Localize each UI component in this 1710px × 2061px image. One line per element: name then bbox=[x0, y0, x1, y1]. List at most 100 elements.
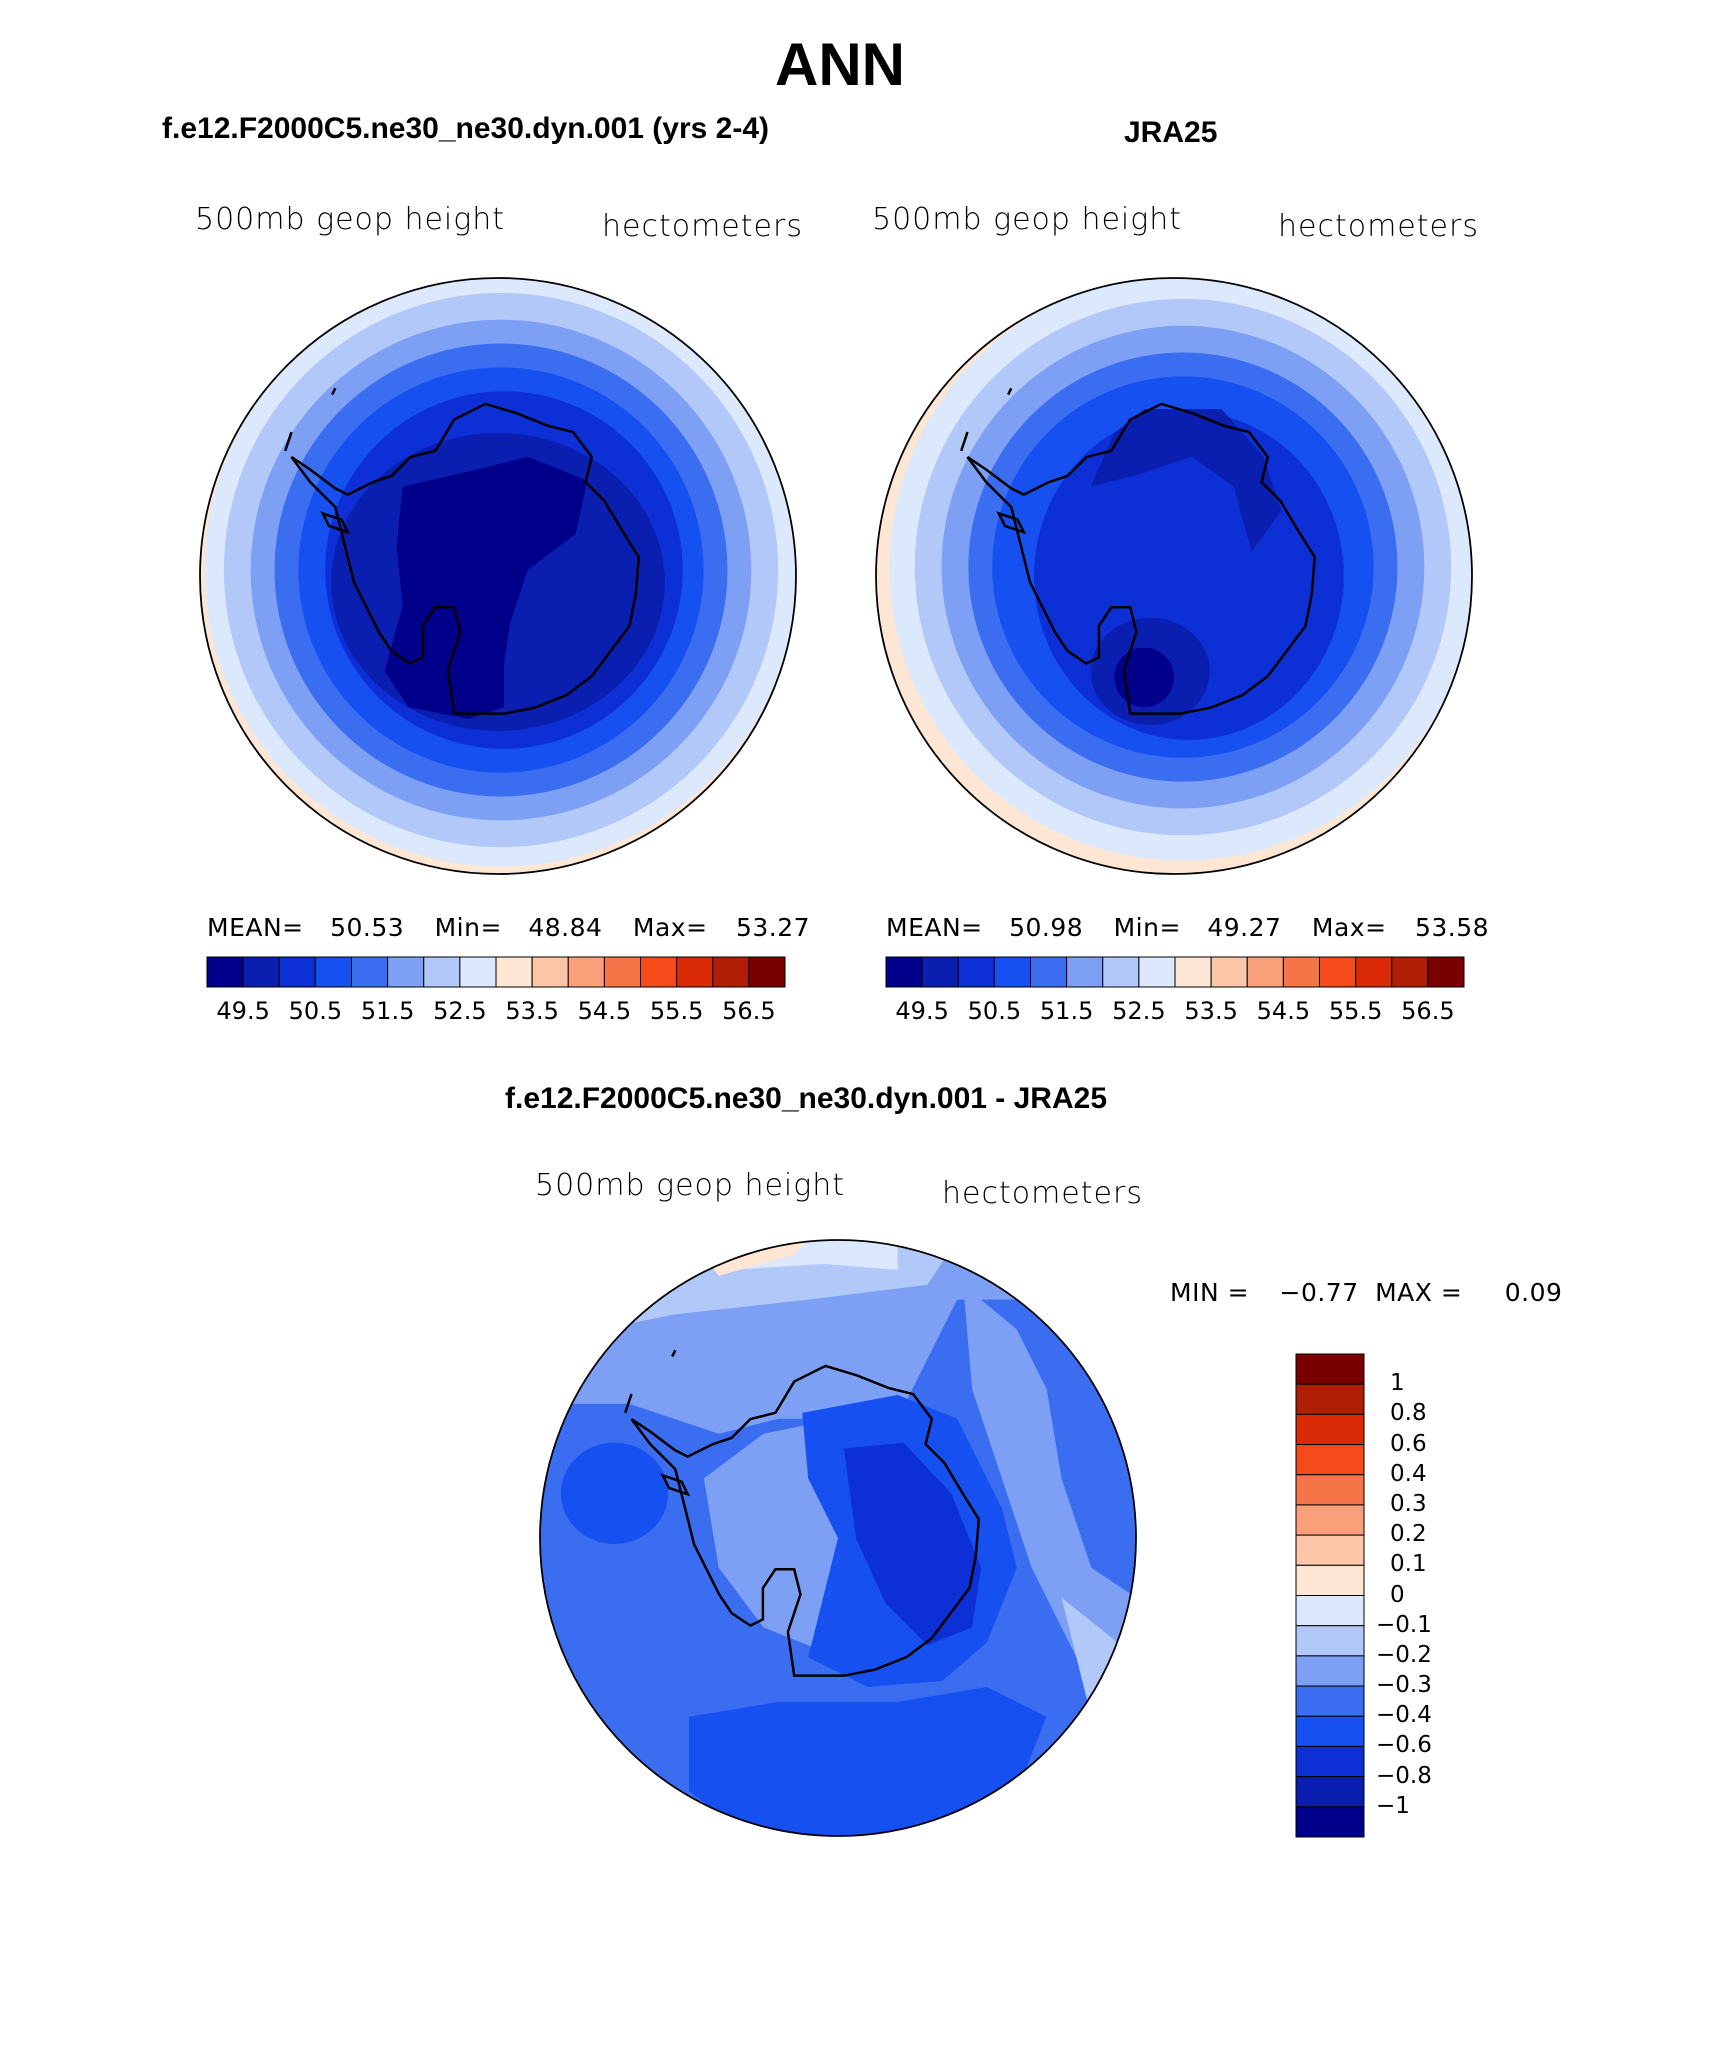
colorbar-swatch bbox=[1295, 1776, 1365, 1808]
colorbar-tick-label: 50.5 bbox=[288, 997, 343, 1025]
colorbar-tick-label: 0.2 bbox=[1390, 1521, 1427, 1548]
diff-max-label: MAX = bbox=[1375, 1278, 1463, 1307]
colorbar-tick-label: 51.5 bbox=[360, 997, 415, 1025]
contour-band bbox=[1090, 409, 1282, 553]
panel2-variable: 500mb geop height bbox=[872, 202, 1183, 237]
colorbar-swatch bbox=[603, 956, 641, 988]
colorbar-tick-label: 49.5 bbox=[895, 997, 949, 1025]
colorbar-tick-label: 53.5 bbox=[505, 997, 559, 1025]
panel1-colorbar bbox=[206, 956, 786, 988]
colorbar-tick-label: 50.5 bbox=[967, 997, 1022, 1025]
colorbar-swatch bbox=[1210, 956, 1248, 988]
colorbar-swatch bbox=[993, 956, 1031, 988]
colorbar-swatch bbox=[1030, 956, 1068, 988]
colorbar-swatch bbox=[1246, 956, 1284, 988]
diff-minmax: MIN = −0.77 MAX = 0.09 bbox=[1170, 1278, 1562, 1307]
colorbar-tick-label: 0.8 bbox=[1390, 1400, 1427, 1427]
panel1-min: 48.84 bbox=[528, 913, 603, 942]
colorbar-swatch bbox=[1066, 956, 1104, 988]
panel1-max-label: Max= bbox=[632, 913, 708, 942]
colorbar-swatch bbox=[1295, 1564, 1365, 1596]
colorbar-swatch bbox=[495, 956, 533, 988]
colorbar-tick-label: 0.6 bbox=[1390, 1430, 1427, 1457]
colorbar-tick-label: −0.2 bbox=[1376, 1641, 1432, 1668]
panel2-colorbar-labels: 49.5 50.5 51.5 52.5 53.5 54.5 55.5 56.5 bbox=[886, 997, 1464, 1027]
panel1-case-title: f.e12.F2000C5.ne30_ne30.dyn.001 (yrs 2-4… bbox=[162, 112, 770, 145]
colorbar-swatch bbox=[640, 956, 678, 988]
colorbar-tick-label: 0 bbox=[1390, 1581, 1405, 1608]
panel1-map bbox=[199, 277, 797, 875]
colorbar-tick-label: −0.3 bbox=[1376, 1672, 1432, 1699]
panel1-colorbar-labels: 49.5 50.5 51.5 52.5 53.5 54.5 55.5 56.5 bbox=[207, 997, 785, 1027]
colorbar-swatch bbox=[1295, 1685, 1365, 1717]
panel2-min: 49.27 bbox=[1207, 913, 1282, 942]
colorbar-swatch bbox=[1295, 1474, 1365, 1506]
colorbar-swatch bbox=[1319, 956, 1357, 988]
colorbar-swatch bbox=[957, 956, 995, 988]
colorbar-swatch bbox=[1427, 956, 1465, 988]
colorbar-tick-label: 55.5 bbox=[1328, 997, 1383, 1025]
colorbar-swatch bbox=[206, 956, 244, 988]
colorbar-tick-label: −0.8 bbox=[1376, 1762, 1432, 1789]
colorbar-swatch bbox=[387, 956, 425, 988]
colorbar-swatch bbox=[1295, 1383, 1365, 1415]
colorbar-swatch bbox=[921, 956, 959, 988]
colorbar-swatch bbox=[748, 956, 786, 988]
diff-variable: 500mb geop height bbox=[535, 1168, 846, 1203]
diff-colorbar bbox=[1295, 1353, 1365, 1838]
colorbar-tick-label: 54.5 bbox=[577, 997, 632, 1025]
colorbar-swatch bbox=[1282, 956, 1320, 988]
panel2-stats: MEAN= 50.98 Min= 49.27 Max= 53.58 bbox=[886, 913, 1489, 942]
panel1-max: 53.27 bbox=[736, 913, 811, 942]
colorbar-swatch bbox=[242, 956, 280, 988]
panel2-max: 53.58 bbox=[1415, 913, 1490, 942]
contour-band bbox=[963, 1284, 1136, 1717]
panel1-mean-label: MEAN= bbox=[207, 913, 304, 942]
panel1-mean: 50.53 bbox=[330, 913, 405, 942]
colorbar-swatch bbox=[423, 956, 461, 988]
colorbar-swatch bbox=[567, 956, 605, 988]
colorbar-swatch bbox=[885, 956, 923, 988]
colorbar-tick-label: 56.5 bbox=[722, 997, 776, 1025]
colorbar-swatch bbox=[1295, 1413, 1365, 1446]
colorbar-tick-label: −0.6 bbox=[1376, 1732, 1432, 1759]
contour-band bbox=[384, 456, 588, 720]
panel2-min-label: Min= bbox=[1113, 913, 1181, 942]
panel1-variable: 500mb geop height bbox=[195, 202, 506, 237]
contour-band bbox=[560, 1442, 669, 1544]
colorbar-swatch bbox=[1295, 1745, 1365, 1778]
colorbar-swatch bbox=[1295, 1534, 1365, 1566]
panel2-max-label: Max= bbox=[1311, 913, 1387, 942]
colorbar-swatch bbox=[676, 956, 714, 988]
panel2-colorbar bbox=[885, 956, 1465, 988]
colorbar-tick-label: 49.5 bbox=[216, 997, 270, 1025]
colorbar-tick-label: 0.3 bbox=[1390, 1490, 1427, 1517]
contour-band bbox=[1114, 647, 1174, 708]
colorbar-swatch bbox=[712, 956, 750, 988]
colorbar-tick-label: 56.5 bbox=[1401, 997, 1455, 1025]
colorbar-tick-label: −0.4 bbox=[1376, 1702, 1432, 1729]
colorbar-tick-label: 51.5 bbox=[1039, 997, 1094, 1025]
colorbar-swatch bbox=[1138, 956, 1176, 988]
colorbar-tick-label: 0.1 bbox=[1390, 1551, 1427, 1578]
colorbar-tick-label: 52.5 bbox=[1112, 997, 1166, 1025]
colorbar-swatch bbox=[1295, 1444, 1365, 1476]
colorbar-swatch bbox=[1174, 956, 1212, 988]
colorbar-tick-label: 53.5 bbox=[1184, 997, 1238, 1025]
diff-units: hectometers bbox=[942, 1176, 1143, 1211]
panel1-stats: MEAN= 50.53 Min= 48.84 Max= 53.27 bbox=[207, 913, 810, 942]
diff-colorbar-labels: 1 0.8 0.6 0.4 0.3 0.2 0.1 0 −0.1 −0.2 −0.3 −0.4 −0.6… bbox=[1376, 1354, 1526, 1837]
diff-case-title: f.e12.F2000C5.ne30_ne30.dyn.001 - JRA25 bbox=[505, 1082, 1108, 1115]
colorbar-swatch bbox=[531, 956, 569, 988]
panel2-mean: 50.98 bbox=[1009, 913, 1084, 942]
colorbar-tick-label: 0.4 bbox=[1390, 1460, 1427, 1487]
colorbar-swatch bbox=[1391, 956, 1429, 988]
colorbar-tick-label: −0.1 bbox=[1376, 1611, 1432, 1638]
colorbar-swatch bbox=[1295, 1625, 1365, 1657]
colorbar-swatch bbox=[1295, 1715, 1365, 1747]
diff-max: 0.09 bbox=[1504, 1278, 1563, 1307]
diff-map bbox=[539, 1239, 1137, 1837]
diff-min: −0.77 bbox=[1279, 1278, 1359, 1307]
colorbar-swatch bbox=[1295, 1353, 1365, 1385]
panel1-units: hectometers bbox=[602, 209, 803, 244]
